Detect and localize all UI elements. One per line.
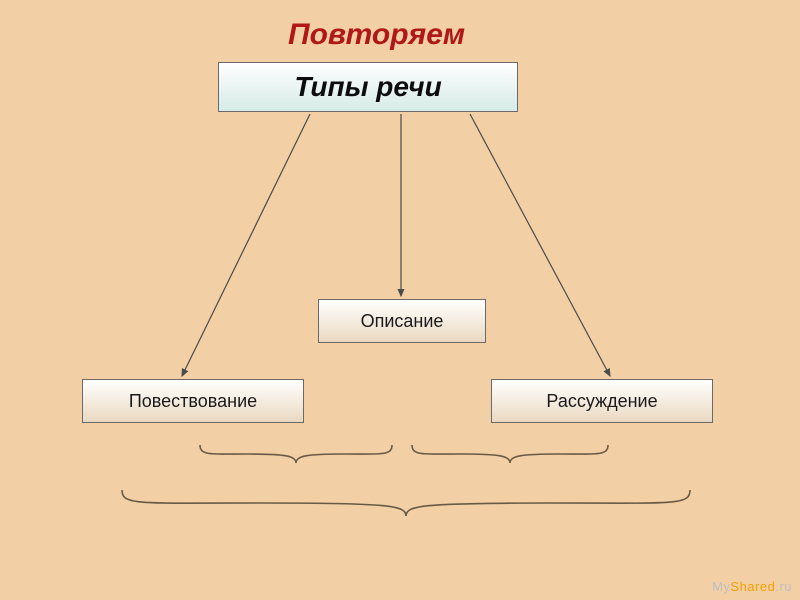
node-left-label: Повествование [129,391,257,412]
node-middle: Описание [318,299,486,343]
watermark-accent: Shared [730,579,775,594]
node-root-label: Типы речи [294,71,441,103]
watermark: MyShared.ru [712,579,792,594]
watermark-prefix: My [712,579,730,594]
diagram-canvas: Повторяем Типы речи Описание Повествован… [0,0,800,600]
node-middle-label: Описание [361,311,444,332]
node-root: Типы речи [218,62,518,112]
node-right: Рассуждение [491,379,713,423]
braces [122,445,690,516]
node-right-label: Рассуждение [546,391,657,412]
node-left: Повествование [82,379,304,423]
watermark-suffix: .ru [775,579,792,594]
